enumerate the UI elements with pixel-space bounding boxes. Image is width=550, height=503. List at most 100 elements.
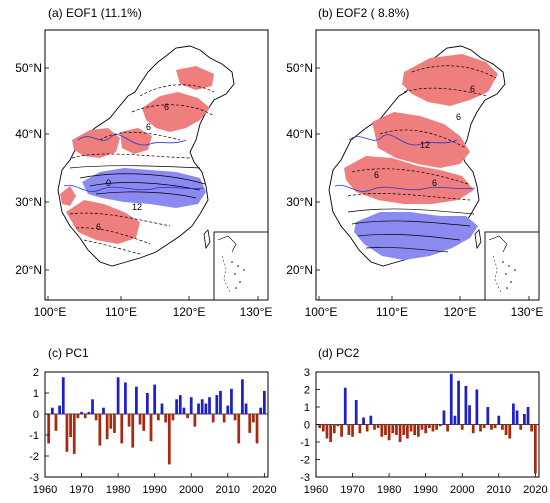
pc2-bar [475,389,479,425]
pc2-y-tick-label: -1 [300,437,310,449]
pc1-bar [80,411,83,414]
pc2-y-tick-label: 1 [304,402,310,414]
pc1-bar [182,407,186,414]
pc1-bar [135,386,138,414]
pc1-bar [255,414,259,444]
pc2-bar [391,424,395,434]
map-b-contour-label: 6 [374,170,379,180]
pc1-bar [116,377,120,414]
pc1-y-tick-label: 1 [33,388,39,400]
map-a-contour-label: 6 [96,222,101,232]
map-a-lat-label: 30°N [15,195,42,209]
pc2-bar [351,424,354,437]
map-b-contour-label: 12 [420,140,430,150]
pc2-bar [325,424,329,439]
pc2-bar [336,424,340,427]
map-b-inset-box [484,231,539,300]
pc1-bar [72,414,76,454]
pc2-bar [515,410,519,425]
pc2-bar [343,387,347,425]
map-b-lon-label: 130°E [511,305,544,319]
pc1-bar [138,414,142,425]
pc2-x-tick-label: 2020 [523,484,547,496]
pc2-y-tick-label: 3 [304,367,310,379]
pc1-bar [113,414,116,433]
map-a-positive-region-north-central [120,128,152,154]
pc2-x-tick-label: 2000 [450,484,474,496]
pc1-bar [193,414,197,427]
pc1-x-tick-label: 1970 [69,484,93,496]
map-a-title: (a) EOF1 (11.1%) [48,6,142,20]
pc2-x-tick-label: 1990 [413,484,437,496]
map-b-contour-label: 6 [470,84,475,94]
map-b-lon-label: 110°E [376,305,408,319]
pc1-bar [156,414,160,421]
pc1-bar [186,414,189,419]
pc1-bar [237,414,241,444]
pc2-title: (d) PC2 [318,346,360,360]
map-b-positive-region-north-central [372,112,470,168]
pc1-bar [98,414,102,446]
pc1-bar [241,379,244,414]
pc2-bar [468,405,471,425]
map-b-yellow-river [348,134,458,146]
pc1-bar [149,414,153,442]
map-b-lat-label: 50°N [286,61,313,75]
pc2-bar [438,424,442,427]
map-a-positive-region-southwest [60,186,76,206]
map-b-lat-label: 20°N [286,263,313,277]
pc1-bar [215,395,219,414]
pc2-bar [427,424,431,428]
pc2-bar [329,424,332,442]
pc2-bar [497,415,501,425]
pc2-bar [362,417,365,425]
pc1-bar [109,414,113,429]
pc2-bar [424,424,428,434]
pc1-bar [244,403,248,414]
pc2-bar [416,424,420,437]
pc2-bar [453,415,457,425]
pc2-bar [442,410,446,425]
pc1-bar [83,414,87,419]
pc2-bar [501,424,504,430]
pc2-y-tick-label: -2 [300,455,310,467]
pc2-bar [406,424,409,439]
pc2-x-tick-label: 1960 [304,484,328,496]
pc1-bar [189,397,193,414]
pc1-bar [230,388,233,414]
map-b-yangtze-river [334,184,476,192]
map-a-lat-label: 20°N [15,263,42,277]
map-a-negative-region [82,168,206,208]
pc1-bar [262,390,266,414]
pc2-bar [354,400,358,425]
pc1-bar [167,414,171,465]
map-a-contour-label: 6 [146,122,151,132]
pc1-bar [200,399,204,414]
pc2-y-tick-label: 2 [304,385,310,397]
pc2-bar [479,424,482,432]
map-a-positive-region-northeast [176,66,214,90]
map-a-contour-label: 0 [106,178,111,188]
pc1-y-tick-label: 0 [33,409,39,421]
map-a-lat-label: 40°N [15,127,42,141]
pc1-bar [127,414,131,427]
pc2-y-tick-label: -3 [300,472,310,484]
pc1-bar [175,399,178,414]
map-a-yangtze-river [63,184,205,192]
pc1-bar [226,405,230,414]
pc1-x-tick-label: 1960 [33,484,57,496]
pc2-bar [365,424,369,432]
pc1-x-tick-label: 1980 [106,484,130,496]
pc1-bar [233,414,237,421]
map-b-lon-label: 120°E [444,305,477,319]
pc2-bar [347,424,351,435]
pc2-bar [373,424,376,430]
pc1-bar [222,414,226,423]
pc1-bar [142,414,146,431]
pc2-bar [490,424,493,430]
pc1-bar [208,397,211,414]
map-a-contour-label: 12 [132,202,142,212]
pc2-bar [446,424,449,432]
pc1-bar [248,414,252,433]
